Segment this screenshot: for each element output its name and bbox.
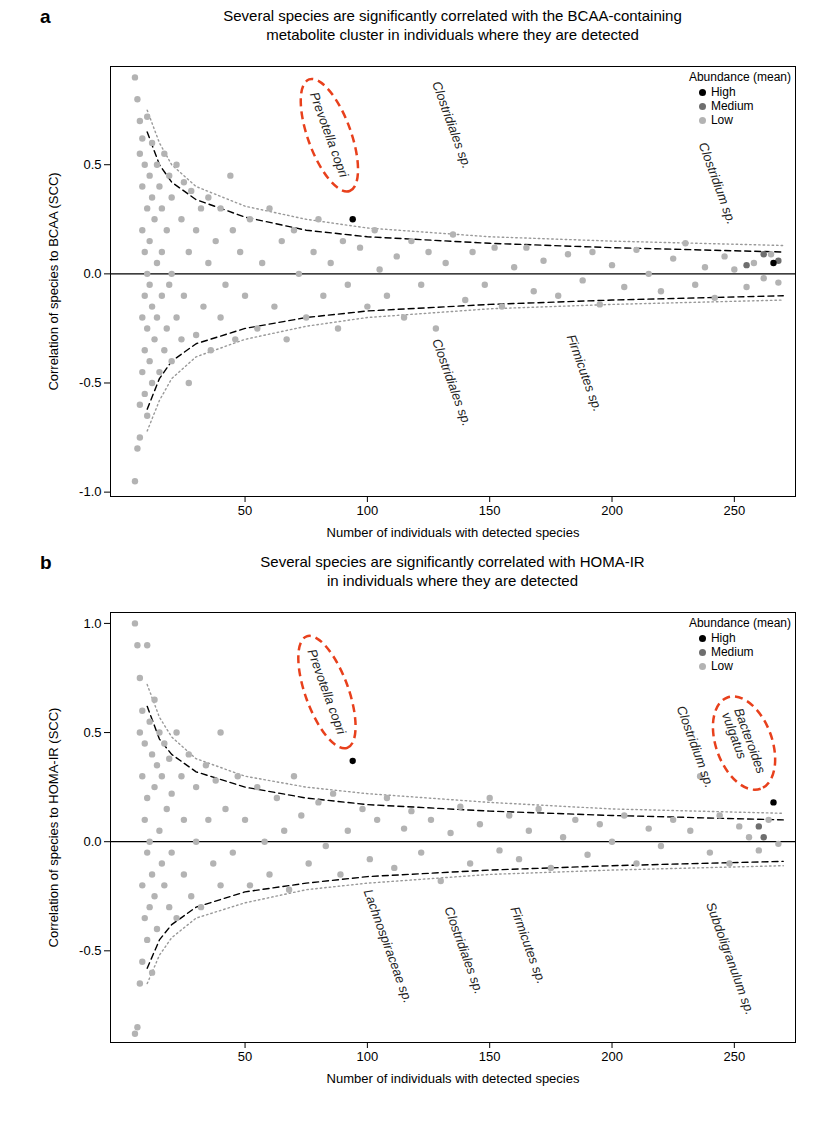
html-text:b: b	[40, 552, 52, 573]
svg-text:Clostridium sp.: Clostridium sp.	[674, 704, 717, 790]
html-text:vulgatus: vulgatus	[719, 710, 750, 761]
svg-text:200: 200	[601, 503, 623, 518]
svg-text:150: 150	[479, 503, 501, 518]
svg-text:200: 200	[601, 1049, 623, 1064]
svg-text:Number of individuals with det: Number of individuals with detected spec…	[327, 1071, 580, 1086]
html-text:High: High	[710, 85, 736, 99]
svg-text:Lachnospiraceae sp.: Lachnospiraceae sp.	[361, 887, 416, 1005]
html-text:Abundance (mean): Abundance (mean)	[688, 616, 791, 630]
svg-text:250: 250	[723, 1049, 745, 1064]
svg-text:Clostridiales sp.: Clostridiales sp.	[441, 904, 486, 995]
html-text:Low: Low	[710, 113, 733, 127]
svg-text:Number of individuals with det: Number of individuals with detected spec…	[327, 525, 580, 540]
svg-text:0.5: 0.5	[83, 157, 101, 172]
svg-text:Clostridiales sp.: Clostridiales sp.	[429, 337, 474, 428]
svg-text:Clostridium sp.: Clostridium sp.	[696, 140, 739, 226]
svg-text:-0.5: -0.5	[79, 943, 101, 958]
html-text:a: a	[40, 6, 51, 27]
svg-text:100: 100	[357, 1049, 379, 1064]
svg-text:-0.5: -0.5	[79, 375, 101, 390]
svg-text:1.0: 1.0	[83, 616, 101, 631]
svg-text:50: 50	[238, 503, 252, 518]
svg-text:-1.0: -1.0	[79, 484, 101, 499]
svg-text:Subdoligranulum sp.: Subdoligranulum sp.	[703, 900, 758, 1017]
svg-text:Firmicutes sp.: Firmicutes sp.	[564, 332, 606, 413]
svg-text:0.5: 0.5	[83, 725, 101, 740]
html-text:High: High	[710, 631, 736, 645]
html-text:Medium: Medium	[710, 645, 754, 659]
svg-text:0.0: 0.0	[83, 266, 101, 281]
svg-text:0.0: 0.0	[83, 834, 101, 849]
svg-text:100: 100	[357, 503, 379, 518]
svg-text:Prevotella copri: Prevotella copri	[307, 90, 352, 180]
html-text:Several species are significan: Several species are significantly correl…	[223, 7, 682, 43]
html-text:Medium: Medium	[710, 99, 754, 113]
svg-text:Firmicutes sp.: Firmicutes sp.	[507, 904, 549, 985]
svg-text:50: 50	[238, 1049, 252, 1064]
svg-text:Correlation of species to HOMA: Correlation of species to HOMA-IR (SCC)	[46, 708, 61, 948]
svg-text:150: 150	[479, 1049, 501, 1064]
svg-text:Clostridiales sp.: Clostridiales sp.	[429, 79, 474, 170]
html-text:Several species are significan: Several species are significantly correl…	[260, 553, 645, 589]
html-text:Abundance (mean): Abundance (mean)	[688, 70, 791, 84]
html-text:Low: Low	[710, 659, 733, 673]
svg-text:250: 250	[723, 503, 745, 518]
svg-text:Prevotella copri: Prevotella copri	[304, 647, 349, 737]
svg-text:Correlation of species to BCAA: Correlation of species to BCAA (SCC)	[46, 172, 61, 390]
html-text:Bacteroides: Bacteroides	[731, 705, 769, 776]
